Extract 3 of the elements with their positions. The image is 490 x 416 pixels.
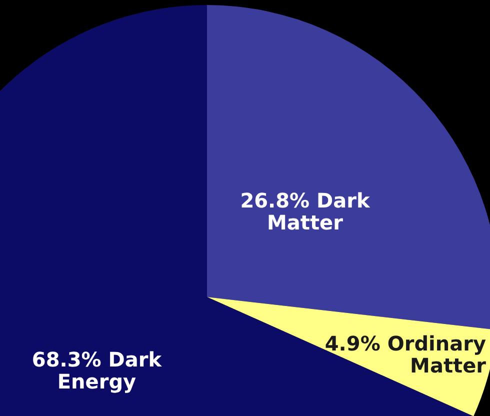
slice-label: 4.9% Ordinary Matter	[324, 331, 486, 378]
slice-label: 68.3% Dark Energy	[32, 347, 162, 394]
slice-label: 26.8% Dark Matter	[240, 188, 371, 234]
